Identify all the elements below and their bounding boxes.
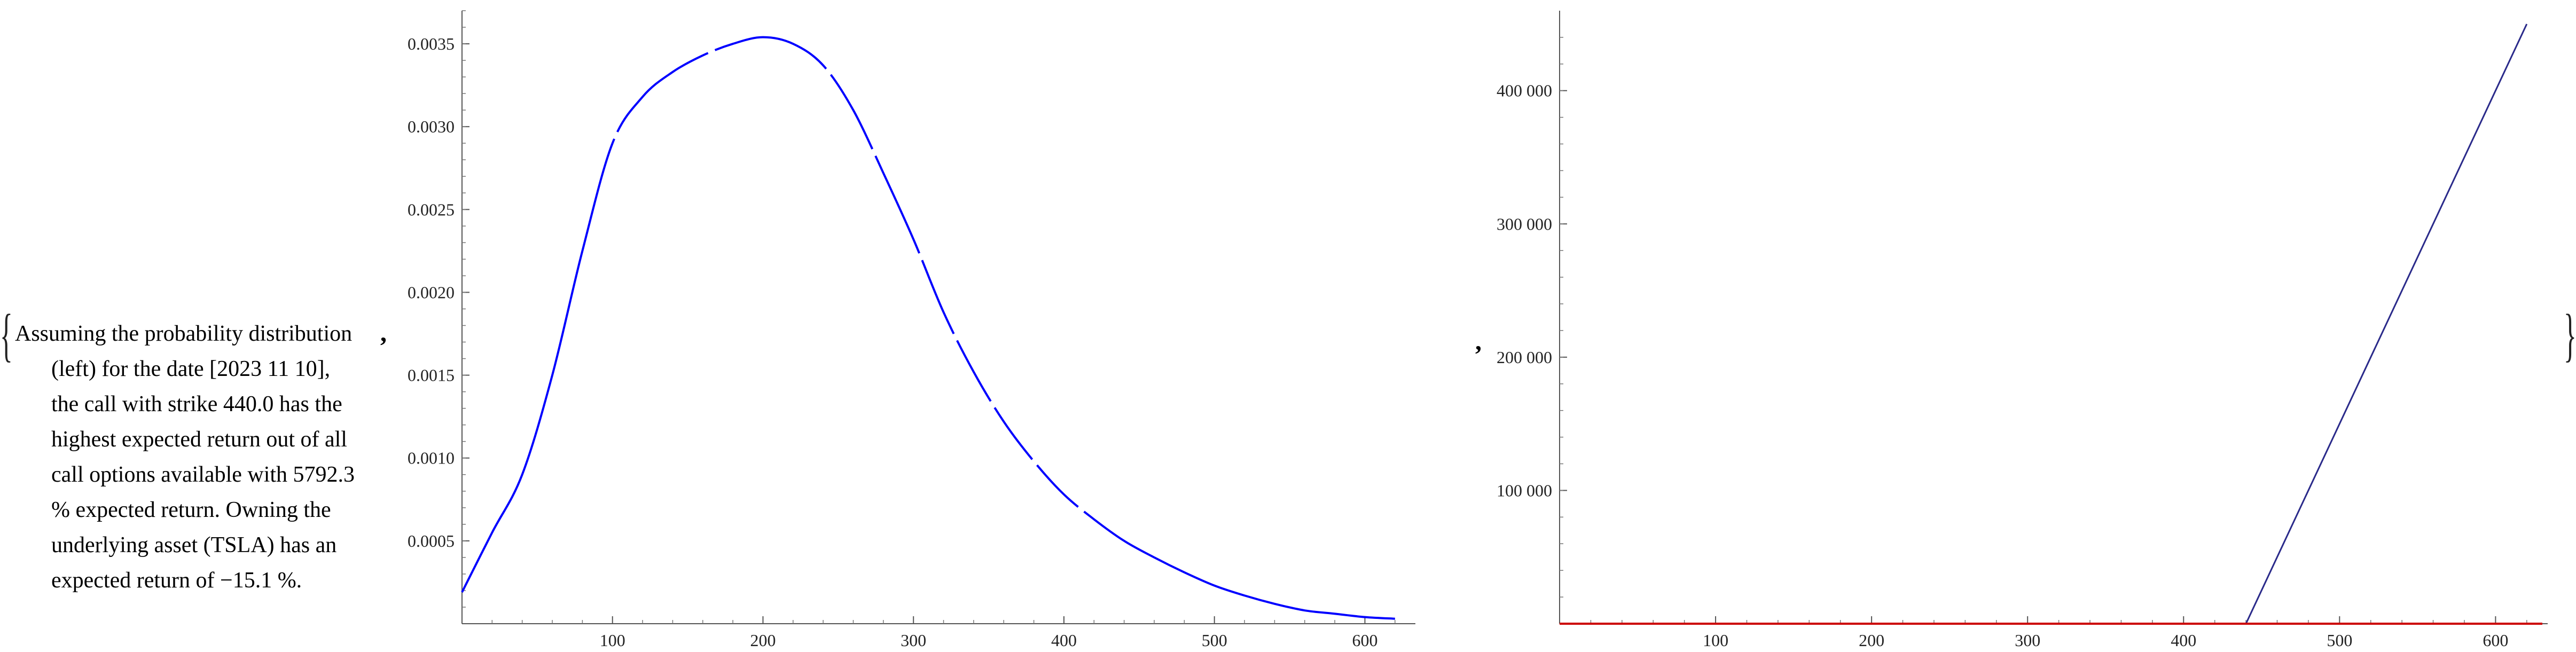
x-tick-label: 100 [600, 631, 625, 650]
description-first-line: Assuming the probability distribution [15, 321, 353, 346]
x-tick-label: 600 [2483, 631, 2508, 650]
x-tick-label: 500 [1202, 631, 1227, 650]
y-tick-label: 400 000 [1497, 81, 1552, 100]
x-tick-label: 400 [2171, 631, 2196, 650]
description-line: the call with strike 440.0 has the [51, 392, 342, 417]
description-line: call options available with 5792.3 [51, 462, 355, 487]
close-brace: } [2564, 302, 2576, 367]
y-tick-label: 300 000 [1497, 214, 1552, 233]
y-tick-label: 0.0035 [408, 34, 455, 53]
series-line-0 [461, 36, 1395, 620]
y-tick-label: 100 000 [1497, 481, 1552, 500]
description-line: underlying asset (TSLA) has an [51, 533, 337, 557]
y-tick-label: 200 000 [1497, 348, 1552, 367]
y-tick-label: 0.0020 [408, 282, 455, 302]
series-line-0 [1560, 23, 2528, 625]
description-line: % expected return. Owning the [51, 498, 331, 522]
y-tick-label: 0.0025 [408, 200, 455, 219]
payoff-chart: 100 200 300 400 500 600 100 000 200 000 300 000 4… [1497, 11, 2548, 650]
x-tick-label: 100 [1703, 631, 1728, 650]
description-line: expected return of −15.1 %. [51, 568, 302, 593]
x-tick-label: 400 [1051, 631, 1077, 650]
separator-comma: , [380, 319, 387, 347]
x-tick-label: 500 [2327, 631, 2352, 650]
separator-comma: , [1475, 327, 1482, 356]
description-line: (left) for the date [2023 11 10], [51, 357, 331, 381]
x-tick-label: 300 [901, 631, 926, 650]
open-brace: { [0, 302, 13, 367]
x-tick-label: 200 [750, 631, 776, 650]
y-tick-label: 0.0010 [408, 449, 455, 468]
description-text: Assuming the probability distribution (l… [15, 316, 378, 598]
y-tick-label: 0.0005 [408, 531, 455, 551]
x-tick-label: 200 [1859, 631, 1884, 650]
x-tick-label: 300 [2015, 631, 2040, 650]
y-tick-label: 0.0015 [408, 366, 455, 385]
probability-density-chart: 100 200 300 400 500 600 0.0005 0.0010 0.0015 0.00… [408, 10, 1415, 650]
y-tick-label: 0.0030 [408, 117, 455, 136]
x-tick-label: 600 [1352, 631, 1377, 650]
description-line: highest expected return out of all [51, 427, 347, 452]
